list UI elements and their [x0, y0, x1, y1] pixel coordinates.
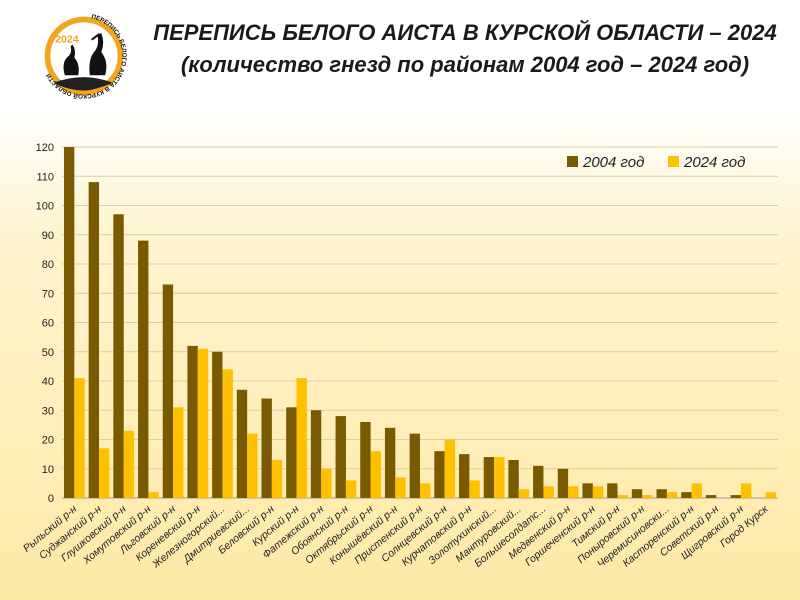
- y-tick-label: 30: [42, 405, 54, 417]
- bar-2024: [592, 486, 604, 498]
- bar-2024: [74, 378, 85, 498]
- bar-2004: [434, 451, 445, 498]
- y-tick-label: 40: [42, 376, 54, 388]
- bar-2024: [99, 448, 110, 498]
- bar-2024: [173, 407, 184, 498]
- bar-2024: [666, 492, 678, 498]
- bar-2004: [508, 459, 519, 498]
- y-tick-label: 20: [42, 435, 54, 447]
- bar-2004: [656, 489, 667, 498]
- legend-swatch: [567, 156, 578, 167]
- y-tick-label: 60: [42, 318, 54, 330]
- y-tick-label: 70: [42, 288, 54, 300]
- bar-2024: [543, 486, 554, 498]
- y-tick-label: 100: [36, 201, 54, 213]
- bar-2004: [730, 495, 741, 498]
- bar-2024: [148, 492, 159, 498]
- logo-year: 2024: [55, 34, 79, 46]
- bar-2024: [469, 480, 480, 498]
- bar-2004: [681, 492, 692, 498]
- bar-2004: [459, 454, 470, 498]
- bar-2024: [642, 495, 653, 498]
- bar-2004: [138, 240, 149, 498]
- y-tick-label: 110: [36, 171, 54, 183]
- bar-2004: [286, 407, 297, 498]
- bar-2024: [765, 492, 777, 498]
- bar-2004: [409, 433, 420, 498]
- bar-2004: [310, 410, 322, 498]
- y-tick-label: 0: [48, 493, 54, 505]
- y-tick-label: 50: [42, 347, 54, 359]
- bar-2024: [247, 433, 258, 498]
- bar-2024: [197, 348, 209, 498]
- bar-2004: [187, 345, 198, 498]
- nest-shape: [53, 77, 113, 91]
- bar-2004: [582, 483, 593, 498]
- bar-2004: [212, 351, 223, 498]
- bar-2024: [444, 439, 456, 498]
- legend-label: 2024 год: [683, 154, 745, 171]
- bar-2024: [518, 489, 530, 498]
- bar-2004: [607, 483, 618, 498]
- bar-2004: [705, 495, 717, 498]
- chart-bars: [63, 147, 777, 498]
- bar-2004: [631, 489, 643, 498]
- stork-logo-icon: ПЕРЕПИСЬ БЕЛОГО АИСТА В КУРСКОЙ ОБЛАСТИ …: [44, 13, 127, 100]
- bar-2004: [335, 416, 346, 498]
- bar-2004: [557, 468, 569, 498]
- y-tick-label: 90: [42, 230, 54, 242]
- bar-2024: [123, 430, 135, 498]
- y-tick-label: 10: [42, 464, 54, 476]
- bar-2024: [321, 468, 332, 498]
- bar-2024: [691, 483, 702, 498]
- bar-2004: [162, 284, 174, 498]
- bar-2004: [384, 427, 396, 498]
- bar-2004: [483, 457, 495, 498]
- bar-2004: [113, 214, 124, 498]
- y-tick-label: 120: [36, 142, 54, 154]
- bar-2024: [296, 378, 307, 498]
- y-tick-label: 80: [42, 259, 54, 271]
- bar-2004: [360, 421, 371, 498]
- bar-2024: [345, 480, 357, 498]
- bar-2024: [420, 483, 431, 498]
- bar-2004: [236, 389, 248, 498]
- bar-2024: [395, 477, 406, 498]
- page-subtitle: (количество гнезд по районам 2004 год – …: [180, 52, 750, 77]
- chart-legend: 2004 год 2024 год: [567, 154, 745, 171]
- bar-2024: [222, 369, 233, 498]
- y-axis-ticks: 0 10 20 30 40 50 60 70 80 90 100 110 120: [36, 142, 54, 505]
- bar-2024: [370, 451, 381, 498]
- stork-left-shape: [63, 44, 79, 76]
- stork-right-shape: [89, 32, 107, 76]
- bar-2024: [494, 457, 505, 498]
- page-title: ПЕРЕПИСЬ БЕЛОГО АИСТА В КУРСКОЙ ОБЛАСТИ …: [153, 20, 777, 45]
- bar-2004: [88, 182, 100, 498]
- bar-2004: [261, 398, 272, 498]
- legend-swatch: [668, 156, 679, 167]
- legend-label: 2004 год: [582, 154, 644, 171]
- bar-2004: [63, 147, 75, 498]
- bar-2024: [617, 495, 628, 498]
- bar-2024: [568, 486, 579, 498]
- bar-2004: [533, 465, 544, 498]
- bar-2024: [740, 483, 752, 498]
- bar-2024: [271, 459, 283, 498]
